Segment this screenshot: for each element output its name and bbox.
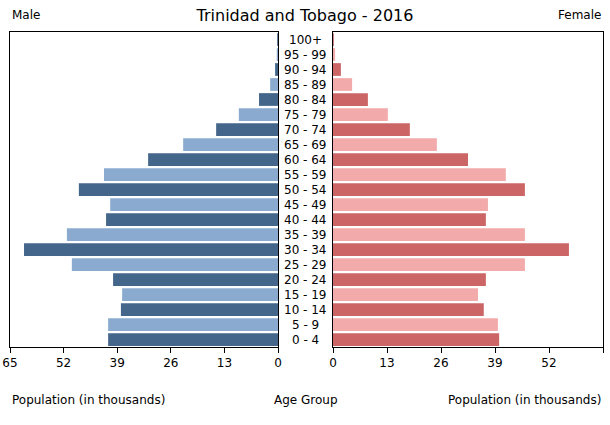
svg-text:Population (in thousands): Population (in thousands) bbox=[12, 393, 165, 407]
svg-text:10 - 14: 10 - 14 bbox=[284, 303, 327, 317]
svg-text:90 - 94: 90 - 94 bbox=[284, 63, 327, 77]
svg-text:100+: 100+ bbox=[289, 33, 322, 47]
svg-text:15 - 19: 15 - 19 bbox=[284, 288, 327, 302]
svg-text:65: 65 bbox=[2, 356, 17, 370]
svg-text:52: 52 bbox=[56, 356, 71, 370]
svg-text:Population (in thousands): Population (in thousands) bbox=[448, 393, 601, 407]
svg-text:13: 13 bbox=[379, 356, 394, 370]
svg-text:40 - 44: 40 - 44 bbox=[284, 213, 327, 227]
svg-text:45 - 49: 45 - 49 bbox=[284, 198, 327, 212]
svg-text:13: 13 bbox=[217, 356, 232, 370]
svg-text:35 - 39: 35 - 39 bbox=[284, 228, 327, 242]
svg-text:Age Group: Age Group bbox=[274, 393, 338, 407]
svg-text:39: 39 bbox=[110, 356, 125, 370]
svg-text:25 - 29: 25 - 29 bbox=[284, 258, 327, 272]
svg-text:70 - 74: 70 - 74 bbox=[284, 123, 327, 137]
svg-text:26: 26 bbox=[163, 356, 178, 370]
svg-text:52: 52 bbox=[541, 356, 556, 370]
svg-text:30 - 34: 30 - 34 bbox=[284, 243, 327, 257]
svg-text:50 - 54: 50 - 54 bbox=[284, 183, 327, 197]
svg-text:0: 0 bbox=[329, 356, 337, 370]
svg-text:75 - 79: 75 - 79 bbox=[284, 108, 327, 122]
svg-text:0: 0 bbox=[274, 356, 282, 370]
svg-text:0 - 4: 0 - 4 bbox=[292, 333, 319, 347]
svg-text:Male: Male bbox=[12, 8, 40, 22]
svg-text:60 - 64: 60 - 64 bbox=[284, 153, 327, 167]
svg-text:55 - 59: 55 - 59 bbox=[284, 168, 327, 182]
svg-text:Trinidad and Tobago - 2016: Trinidad and Tobago - 2016 bbox=[196, 6, 414, 25]
svg-text:95 - 99: 95 - 99 bbox=[284, 48, 327, 62]
svg-text:20 - 24: 20 - 24 bbox=[284, 273, 327, 287]
svg-text:80 - 84: 80 - 84 bbox=[284, 93, 327, 107]
svg-text:65 - 69: 65 - 69 bbox=[284, 138, 327, 152]
svg-text:5 - 9: 5 - 9 bbox=[292, 318, 319, 332]
svg-text:Female: Female bbox=[558, 8, 601, 22]
svg-text:39: 39 bbox=[487, 356, 502, 370]
svg-text:26: 26 bbox=[433, 356, 448, 370]
svg-text:85 - 89: 85 - 89 bbox=[284, 78, 327, 92]
